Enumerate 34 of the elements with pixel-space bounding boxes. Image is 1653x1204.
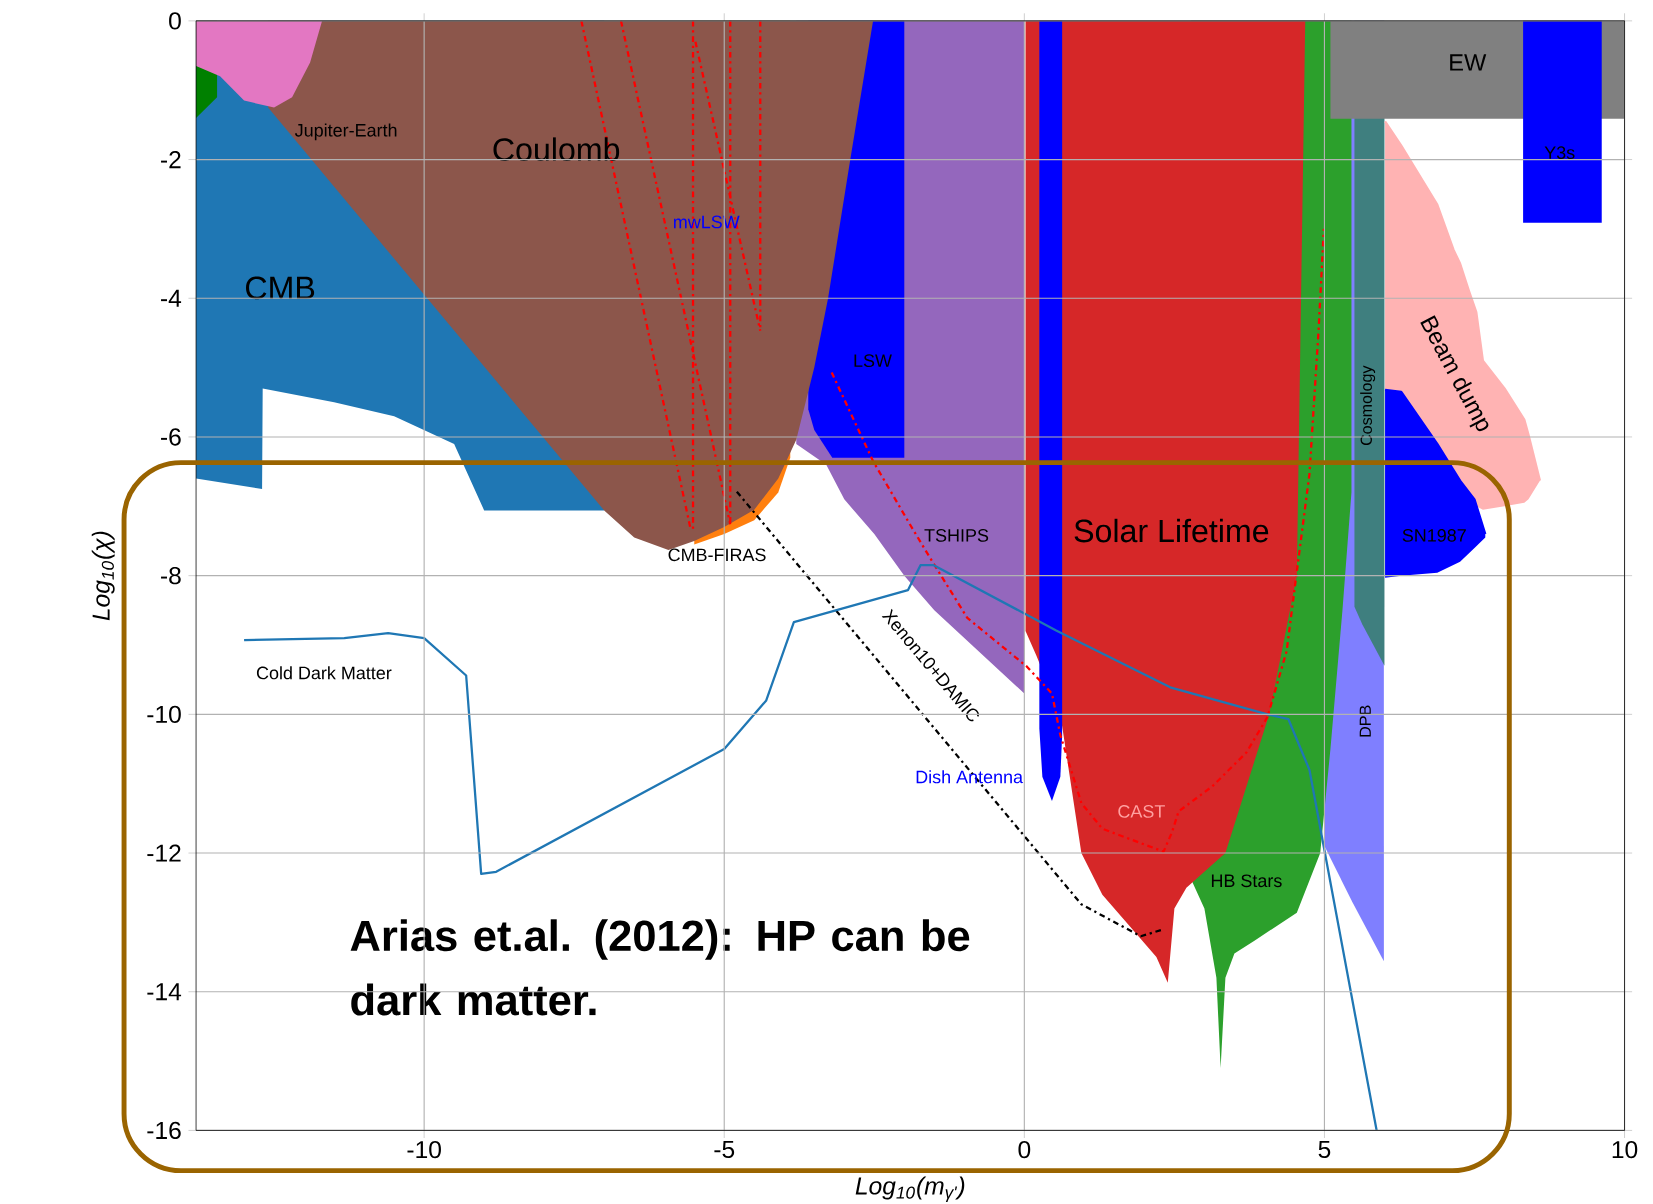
y-tick-label: -10	[147, 705, 181, 723]
annotation: DPB	[1359, 705, 1371, 737]
annotation: TSHIPS	[924, 528, 989, 542]
x-tick-label: 10	[1612, 1140, 1638, 1159]
annotation: Arias et.al. (2012): HP can be dark matter.	[350, 919, 970, 1016]
annotation: CMB	[246, 276, 315, 300]
y-tick-label: -16	[147, 1121, 181, 1139]
annotation: LSW	[854, 354, 892, 367]
y-tick-label: -14	[147, 983, 182, 1000]
y-tick-label: -2	[161, 150, 181, 168]
annotation: CAST	[1118, 804, 1165, 818]
x-tick-label: 5	[1318, 1140, 1331, 1158]
y-tick-label: -12	[147, 844, 181, 862]
annotation: Y3s	[1544, 146, 1575, 159]
x-tick-label: -10	[407, 1140, 441, 1159]
annotation: mwLSW	[673, 215, 740, 229]
y-tick-label: -8	[161, 566, 181, 585]
y-axis-title: Log$_{10}$(χ)	[91, 531, 115, 621]
annotation: SN1987	[1402, 528, 1466, 542]
annotation: Dish Antenna	[916, 769, 1024, 784]
annotation: Cold Dark Matter	[256, 665, 392, 680]
annotation: CMB-FIRAS	[668, 548, 766, 561]
annotation: HB Stars	[1211, 874, 1282, 887]
annotation: EW	[1450, 54, 1487, 71]
annotation: Solar Lifetime	[1074, 518, 1269, 543]
x-tick-label: 0	[1018, 1140, 1031, 1159]
annotation: Cosmology	[1360, 365, 1376, 445]
x-tick-label: -5	[714, 1140, 735, 1158]
y-tick-label: -6	[161, 428, 181, 446]
annotation: Beam dump	[1420, 314, 1489, 431]
x-axis-title: Log$_{10}$(m$_{γ'}$)	[855, 1176, 965, 1202]
y-tick-label: -4	[161, 289, 182, 307]
y-tick-label: 0	[169, 11, 181, 30]
annotation: Jupiter-Earth	[294, 123, 397, 140]
